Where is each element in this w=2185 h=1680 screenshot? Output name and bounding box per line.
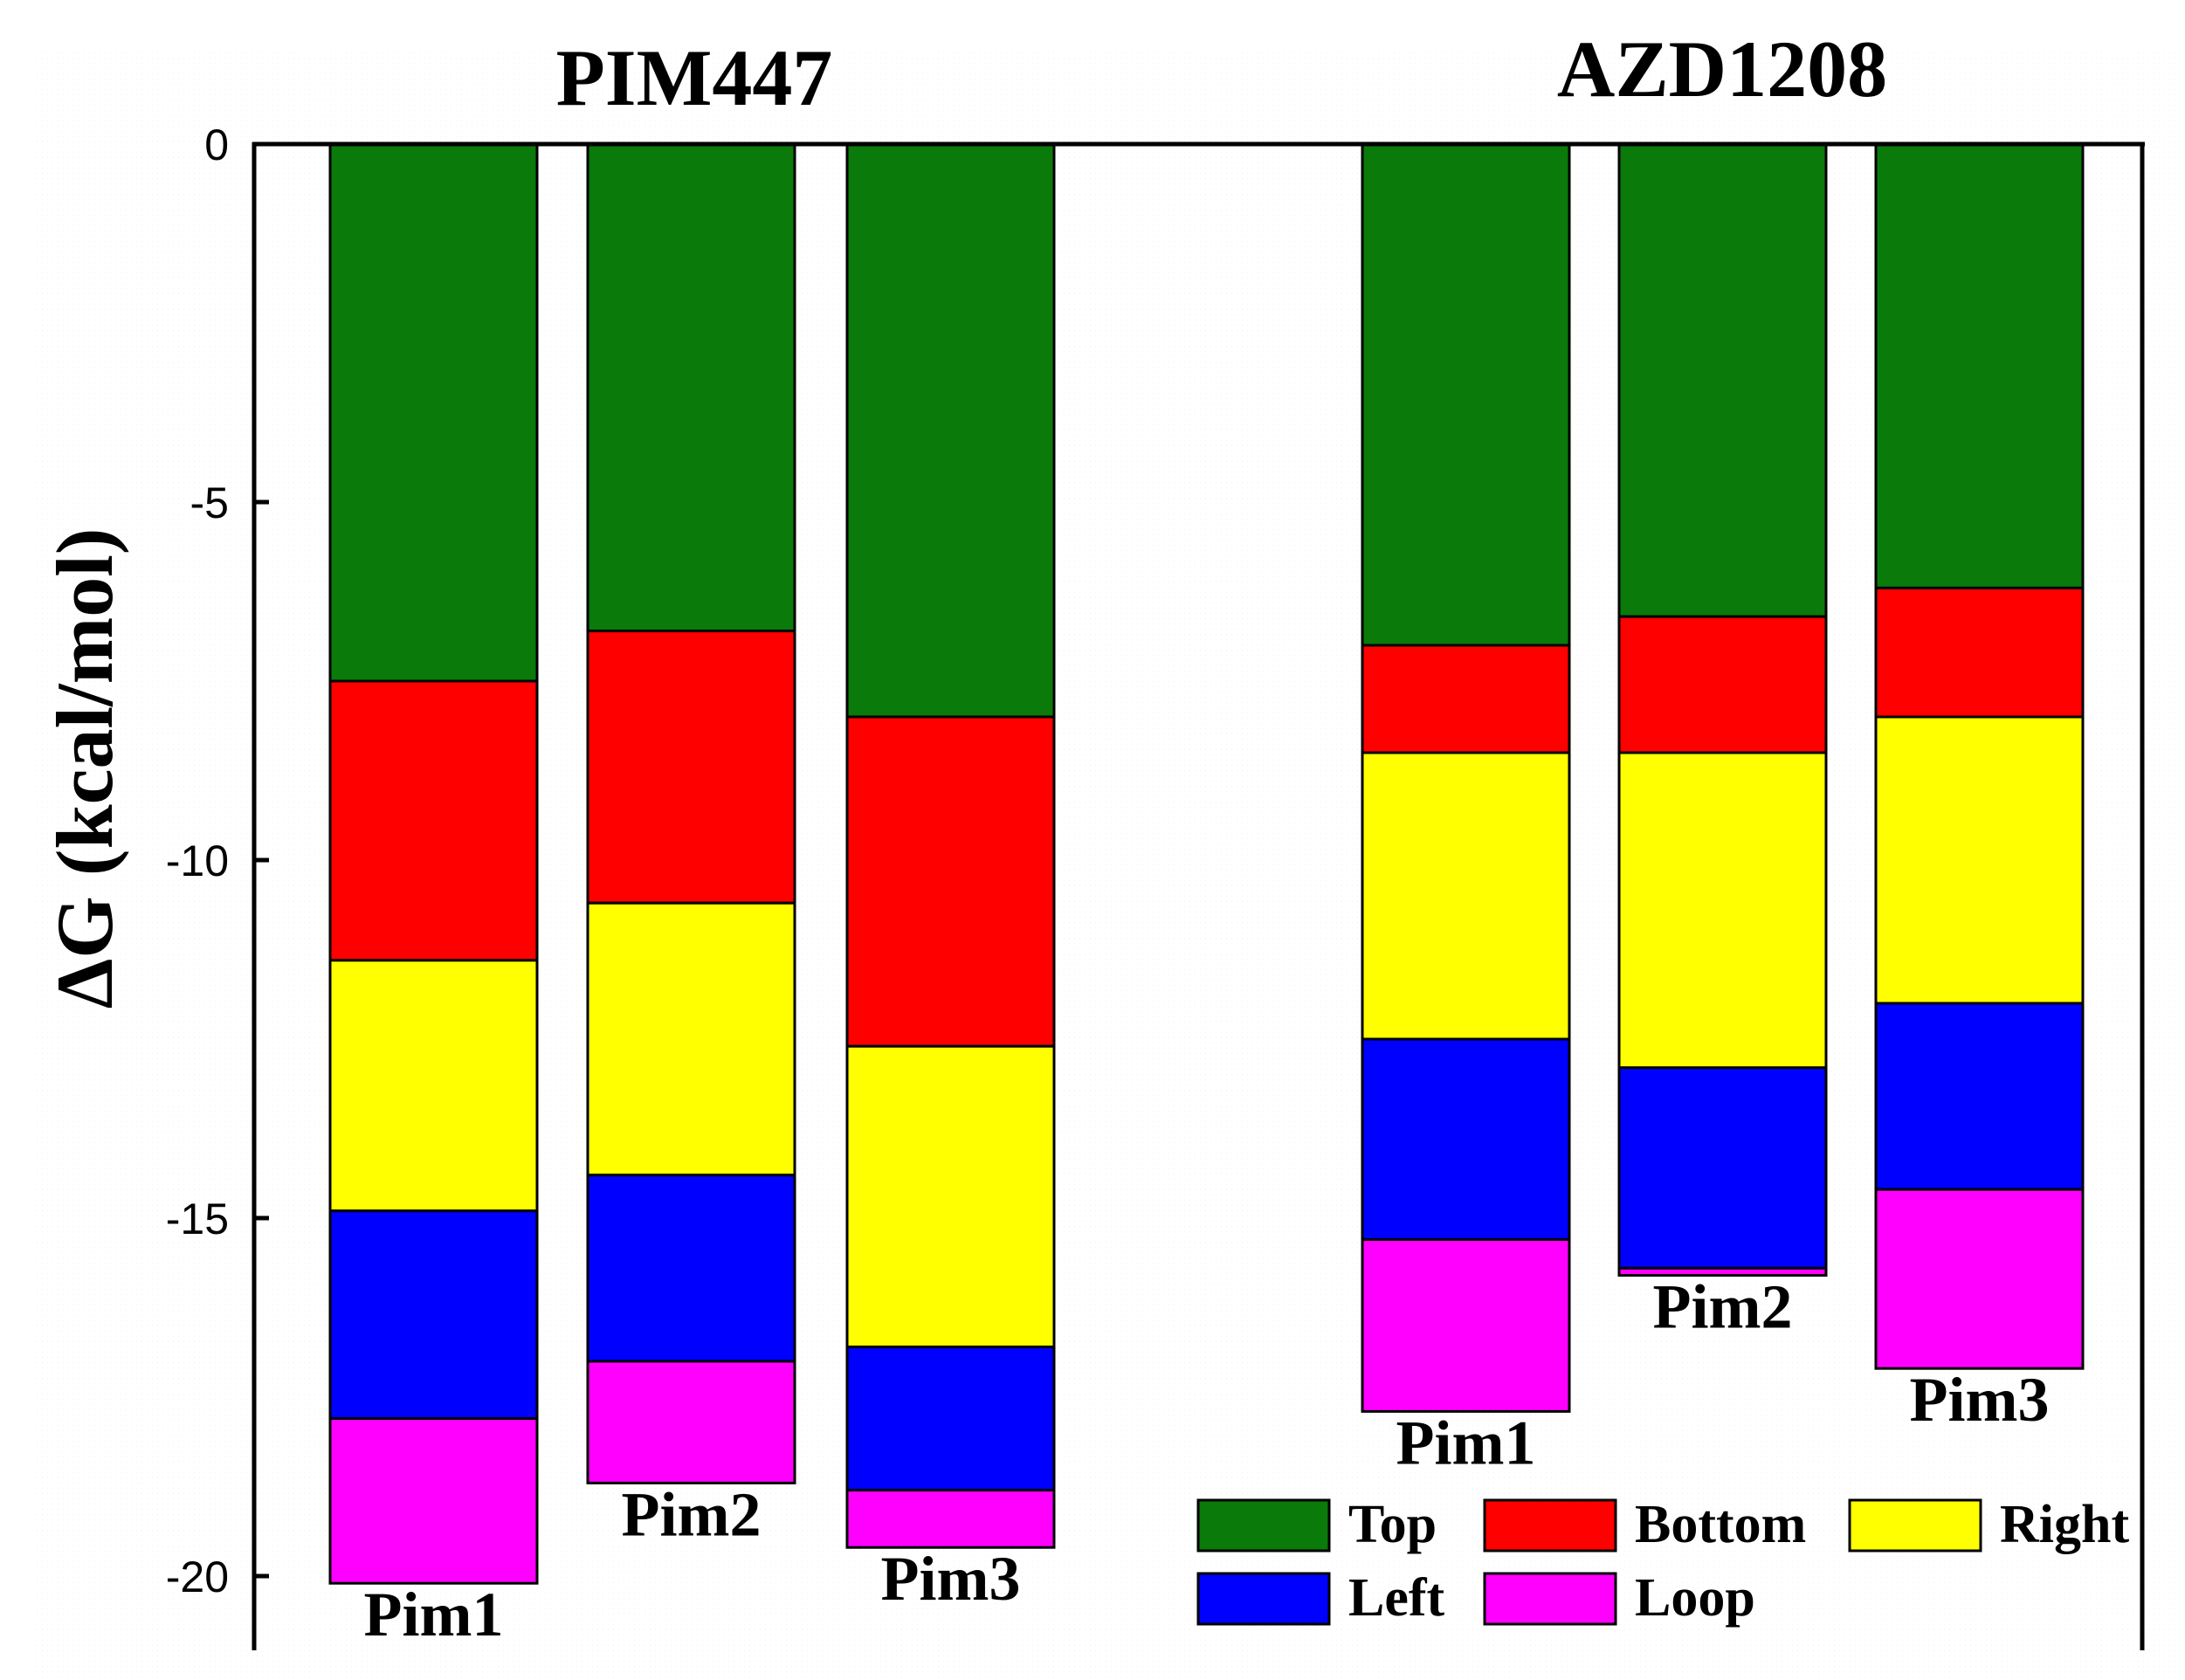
bar-segment-pim447-pim2-loop — [586, 1360, 796, 1484]
bar-segment-pim447-pim1-bottom — [328, 679, 539, 962]
bar-segment-azd1208-pim3-top — [1874, 142, 2085, 589]
legend-label-top: Top — [1348, 1495, 1437, 1554]
y-tick-label: -20 — [166, 1553, 229, 1601]
bar-segment-azd1208-pim2-loop — [1617, 1266, 1828, 1277]
bar-segment-azd1208-pim2-bottom — [1617, 615, 1828, 754]
category-label-azd1208-pim1: Pim1 — [1396, 1408, 1536, 1477]
legend-label-loop: Loop — [1635, 1568, 1755, 1628]
bars-layer — [328, 142, 2085, 1585]
bar-segment-pim447-pim2-top — [586, 142, 796, 633]
y-axis-label: ΔG (kcal/mol) — [40, 528, 129, 1009]
bar-segment-pim447-pim1-loop — [328, 1417, 539, 1585]
group-title-azd1208: AZD1208 — [1557, 24, 1887, 114]
bar-segment-pim447-pim2-left — [586, 1174, 796, 1363]
bar-segment-pim447-pim3-top — [845, 142, 1056, 719]
bar-segment-azd1208-pim1-loop — [1361, 1238, 1571, 1413]
y-tick-label: -5 — [190, 479, 229, 527]
bar-segment-pim447-pim3-loop — [845, 1489, 1056, 1549]
bar-segment-pim447-pim3-bottom — [845, 715, 1056, 1048]
legend-label-bottom: Bottom — [1635, 1495, 1806, 1554]
bar-segment-pim447-pim1-left — [328, 1209, 539, 1421]
category-label-azd1208-pim3: Pim3 — [1910, 1365, 2050, 1435]
category-label-pim447-pim2: Pim2 — [622, 1479, 762, 1549]
legend-swatch-loop — [1483, 1572, 1617, 1626]
legend-swatch-left — [1196, 1572, 1331, 1626]
bar-segment-azd1208-pim1-right — [1361, 751, 1571, 1041]
y-tick-label: -10 — [166, 837, 229, 885]
category-label-pim447-pim1: Pim1 — [364, 1580, 504, 1649]
legend-label-left: Left — [1348, 1568, 1445, 1628]
legend-swatch-right — [1848, 1498, 1982, 1553]
bar-segment-azd1208-pim3-loop — [1874, 1188, 2085, 1370]
legend: Top Bottom Right Left Loop — [1196, 1495, 2129, 1628]
y-tick-label: -15 — [166, 1195, 229, 1243]
bar-segment-azd1208-pim1-top — [1361, 142, 1571, 647]
bar-segment-azd1208-pim2-right — [1617, 751, 1828, 1070]
bar-segment-azd1208-pim1-bottom — [1361, 644, 1571, 754]
legend-label-right: Right — [2000, 1495, 2129, 1554]
category-label-pim447-pim3: Pim3 — [881, 1544, 1021, 1614]
bar-segment-azd1208-pim3-left — [1874, 1002, 2085, 1191]
bar-segment-pim447-pim3-left — [845, 1346, 1056, 1492]
bar-segment-azd1208-pim3-bottom — [1874, 586, 2085, 719]
bar-segment-pim447-pim2-right — [586, 901, 796, 1177]
category-labels: Pim1 Pim2 Pim3 Pim1 Pim2 Pim3 — [364, 1272, 2050, 1650]
bar-segment-pim447-pim1-right — [328, 959, 539, 1213]
bar-segment-azd1208-pim1-left — [1361, 1037, 1571, 1242]
legend-swatch-top — [1196, 1498, 1331, 1553]
y-tick-label: 0 — [204, 120, 229, 169]
bar-segment-pim447-pim1-top — [328, 142, 539, 683]
group-title-pim447: PIM447 — [556, 33, 833, 122]
bar-segment-azd1208-pim3-right — [1874, 715, 2085, 1005]
bar-segment-pim447-pim3-right — [845, 1044, 1056, 1349]
bar-segment-azd1208-pim2-top — [1617, 142, 1828, 618]
bar-segment-pim447-pim2-bottom — [586, 630, 796, 905]
axes — [252, 141, 2145, 1650]
category-label-azd1208-pim2: Pim2 — [1653, 1272, 1793, 1342]
y-ticks: 0 -5 -10 -15 -20 — [166, 120, 269, 1601]
legend-swatch-bottom — [1483, 1498, 1617, 1553]
bar-segment-azd1208-pim2-left — [1617, 1066, 1828, 1270]
